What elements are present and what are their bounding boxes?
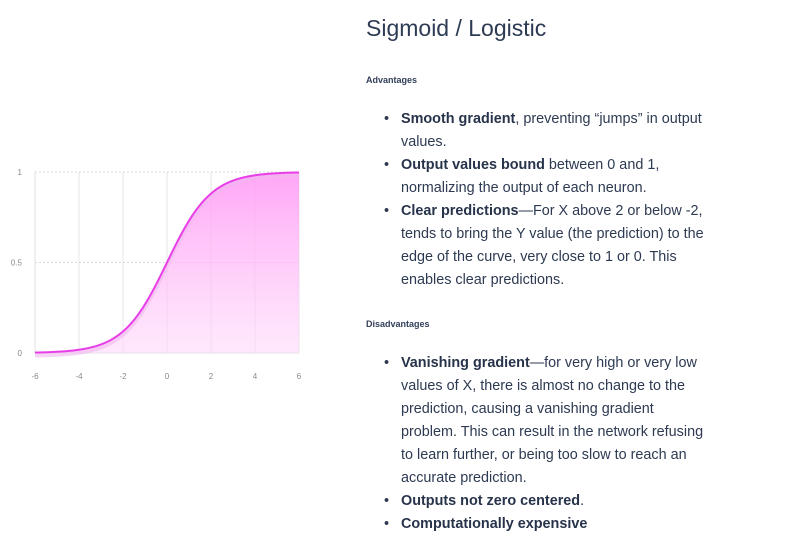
item-text: , preventing “jumps” in output values. xyxy=(401,111,702,150)
page-title: Sigmoid / Logistic xyxy=(366,15,547,41)
item-text: —for very high or very low values of X, … xyxy=(401,355,704,486)
y-tick-label: 0 xyxy=(18,349,23,358)
item-text: between 0 and 1, normalizing the output … xyxy=(401,157,660,196)
list-item: Outputs not zero centered. xyxy=(384,490,704,513)
sigmoid-chart: -6 -4 -2 0 2 4 6 0 0.5 1 xyxy=(11,168,302,381)
list-item: Smooth gradient, preventing “jumps” in o… xyxy=(384,108,704,154)
item-bold: Clear predictions xyxy=(401,203,519,219)
item-bold: Vanishing gradient xyxy=(401,355,530,371)
advantages-list: Smooth gradient, preventing “jumps” in o… xyxy=(384,108,704,292)
item-bold: Output values bound xyxy=(401,157,545,173)
x-tick-label: 4 xyxy=(253,372,258,381)
chart-ticks: -6 -4 -2 0 2 4 6 0 0.5 1 xyxy=(11,168,302,381)
list-item: Output values bound between 0 and 1, nor… xyxy=(384,154,704,200)
content-panel: Sigmoid / Logistic Advantages Smooth gra… xyxy=(366,0,776,536)
advantages-heading: Advantages xyxy=(366,75,418,85)
x-tick-label: 2 xyxy=(209,372,214,381)
x-tick-label: 6 xyxy=(297,372,302,381)
list-item: Vanishing gradient—for very high or very… xyxy=(384,352,704,490)
item-text: . xyxy=(580,493,585,509)
y-tick-label: 1 xyxy=(18,168,23,177)
list-item: Computationally expensive xyxy=(384,513,704,536)
item-bold: Smooth gradient xyxy=(401,111,516,127)
item-text: —For X above 2 or below -2, tends to bri… xyxy=(401,203,704,288)
disadvantages-heading: Disadvantages xyxy=(366,319,430,329)
list-item: Clear predictions—For X above 2 or below… xyxy=(384,200,704,292)
x-tick-label: -4 xyxy=(75,372,83,381)
sigmoid-curve-shadow xyxy=(34,173,300,358)
item-bold: Outputs not zero centered xyxy=(401,493,581,509)
x-tick-label: -6 xyxy=(31,372,39,381)
y-tick-label: 0.5 xyxy=(11,259,23,268)
disadvantages-list: Vanishing gradient—for very high or very… xyxy=(384,352,704,536)
x-tick-label: 0 xyxy=(165,372,170,381)
sigmoid-curve xyxy=(34,171,300,354)
x-tick-label: -2 xyxy=(119,372,127,381)
item-bold: Computationally expensive xyxy=(401,516,588,532)
